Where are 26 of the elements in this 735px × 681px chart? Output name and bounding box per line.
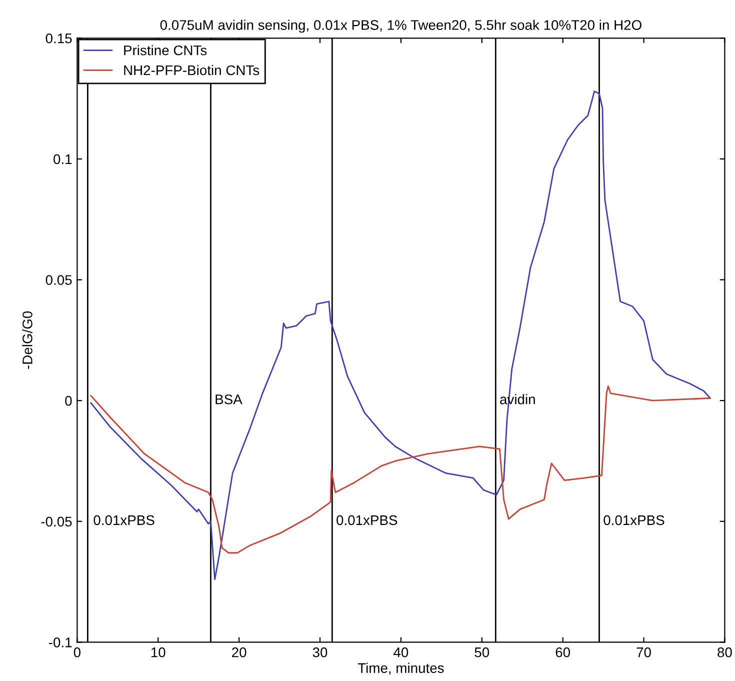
x-tick-label: 70 <box>636 647 651 658</box>
y-tick-label: -0.1 <box>49 638 72 648</box>
y-axis-title: -DelG/G0 <box>22 311 32 369</box>
annotation: 0.01xPBS <box>336 515 398 526</box>
y-tick-label: -0.05 <box>41 516 72 527</box>
chart-title: 0.075uM avidin sensing, 0.01x PBS, 1% Tween20, 5.5hr soak 10%T20 in H2O <box>160 20 642 33</box>
y-tick-label: 0 <box>65 396 72 406</box>
x-tick-label: 0 <box>74 647 80 658</box>
x-tick-label: 40 <box>394 647 408 658</box>
x-tick-label: 30 <box>312 647 328 658</box>
legend-label: NH2-PFP-Biotin CNTs <box>124 64 260 76</box>
x-tick-label: 10 <box>151 647 166 658</box>
annotation: 0.01xPBS <box>94 515 154 526</box>
y-tick-label: 0.15 <box>46 33 72 44</box>
legend-label: Pristine CNTs <box>124 45 207 56</box>
x-tick-label: 80 <box>718 647 732 658</box>
annotation: BSA <box>216 394 242 404</box>
x-tick-label: 60 <box>556 647 570 658</box>
x-axis-title: Time, minutes <box>358 662 444 675</box>
x-tick-label: 50 <box>474 647 490 658</box>
annotation: 0.01xPBS <box>604 515 664 526</box>
line-series <box>90 90 711 580</box>
y-tick-label: 0.05 <box>46 275 72 285</box>
line-series <box>90 385 711 554</box>
x-tick-label: 20 <box>232 647 246 658</box>
y-tick-label: 0.1 <box>54 154 72 164</box>
